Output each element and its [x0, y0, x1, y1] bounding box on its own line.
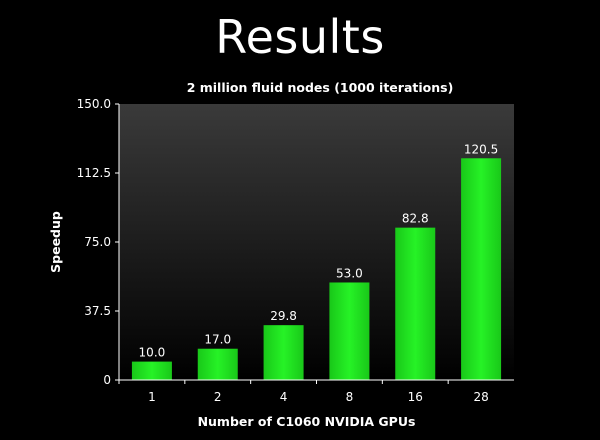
bar-data-label: 17.0	[204, 333, 231, 347]
bar-data-label: 120.5	[464, 142, 498, 156]
x-tick-label: 8	[346, 390, 354, 404]
bar-data-label: 82.8	[402, 212, 429, 226]
y-tick-label: 37.5	[84, 304, 111, 318]
y-tick-label: 150.0	[77, 97, 111, 111]
x-tick-label: 28	[473, 390, 488, 404]
x-axis-label: Number of C1060 NVIDIA GPUs	[198, 414, 416, 429]
x-tick-label: 16	[408, 390, 423, 404]
plot-area	[119, 104, 514, 380]
ticks-group: 0 37.5 75.0 112.5 150.0 1 2 4 8 16 28	[77, 97, 489, 404]
bar	[197, 348, 238, 380]
bar	[461, 158, 502, 380]
bars-group: 10.0 17.0 29.8 53.0 82.8 120.5	[131, 142, 502, 380]
bar	[263, 325, 304, 380]
bar-data-label: 10.0	[139, 346, 166, 360]
y-tick-label: 0	[103, 373, 111, 387]
y-tick-label: 75.0	[84, 235, 111, 249]
slide-title: Results	[215, 10, 385, 64]
bar	[329, 282, 370, 380]
bar-data-label: 53.0	[336, 266, 363, 280]
x-tick-label: 1	[148, 390, 156, 404]
x-tick-label: 4	[280, 390, 288, 404]
x-tick-label: 2	[214, 390, 222, 404]
bar-data-label: 29.8	[270, 309, 297, 323]
y-tick-label: 112.5	[77, 166, 111, 180]
y-axis-label: Speedup	[48, 211, 63, 273]
bar	[395, 227, 436, 380]
bar	[131, 361, 172, 380]
chart-title: 2 million fluid nodes (1000 iterations)	[186, 80, 454, 95]
